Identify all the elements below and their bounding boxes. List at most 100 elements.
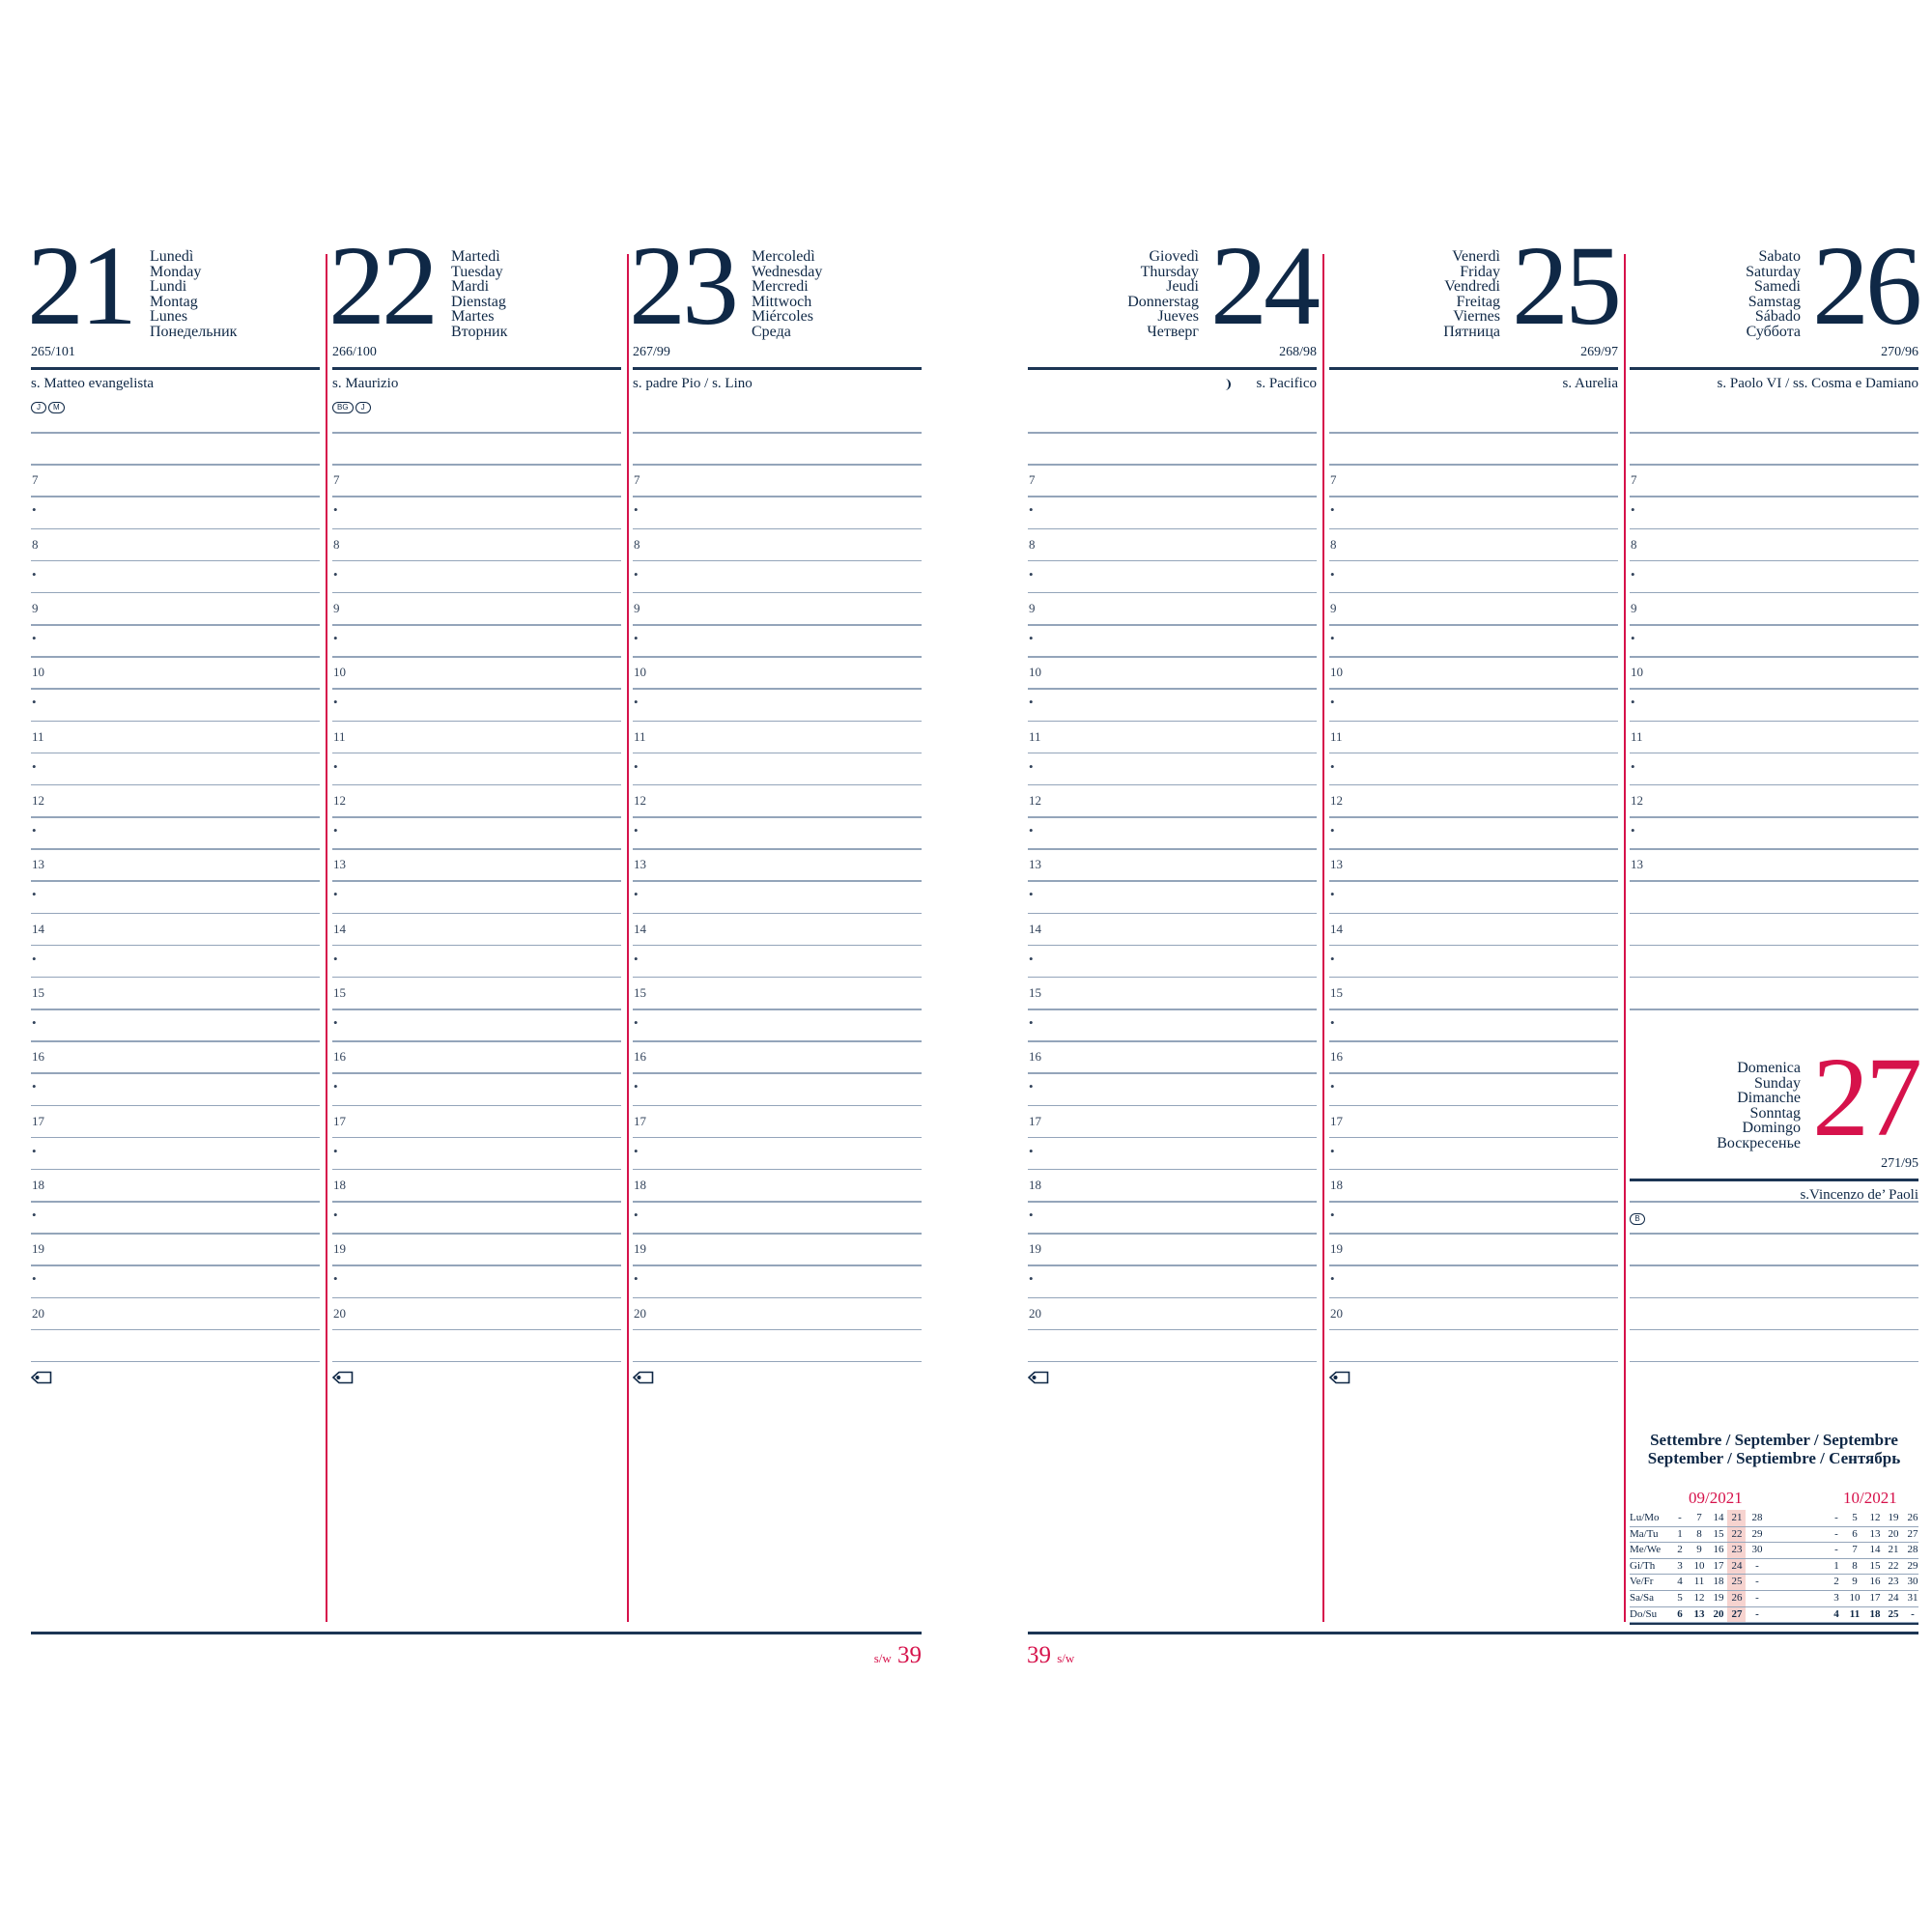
ruled-line[interactable] [31,656,320,658]
ruled-line[interactable] [1630,559,1918,562]
calendar-day[interactable]: - [1755,1559,1759,1572]
calendar-day[interactable]: 28 [1907,1544,1918,1556]
calendar-day[interactable]: 3 [1833,1592,1839,1604]
calendar-day[interactable]: 14 [1713,1512,1724,1523]
ruled-line[interactable] [1028,720,1317,723]
calendar-day[interactable]: 13 [1869,1527,1881,1540]
ruled-line[interactable] [633,1201,922,1203]
calendar-day[interactable]: 25 [1731,1576,1743,1588]
calendar-day[interactable]: - [1755,1592,1759,1604]
ruled-line[interactable] [1329,1136,1618,1139]
calendar-day[interactable]: 22 [1731,1527,1743,1540]
ruled-line[interactable] [1329,752,1618,754]
calendar-day[interactable]: 3 [1677,1559,1683,1572]
ruled-line[interactable] [1329,1233,1618,1235]
ruled-line[interactable] [1630,688,1918,690]
ruled-line[interactable] [332,1233,621,1235]
calendar-day[interactable]: 10 [1849,1592,1861,1604]
ruled-line[interactable] [1630,880,1918,882]
ruled-line[interactable] [633,464,922,466]
ruled-line[interactable] [633,1360,922,1363]
ruled-line[interactable] [1630,432,1918,434]
calendar-day[interactable]: - [1834,1527,1838,1540]
ruled-line[interactable] [332,1201,621,1203]
calendar-day[interactable]: 23 [1888,1576,1899,1588]
ruled-line[interactable] [633,1233,922,1235]
ruled-line[interactable] [1028,1104,1317,1107]
ruled-line[interactable] [1630,976,1918,979]
ruled-line[interactable] [332,1136,621,1139]
ruled-line[interactable] [31,816,320,818]
ruled-line[interactable] [1329,1104,1618,1107]
ruled-line[interactable] [31,976,320,979]
calendar-day[interactable]: 12 [1693,1592,1705,1604]
ruled-line[interactable] [1028,559,1317,562]
ruled-line[interactable] [1630,496,1918,497]
ruled-line[interactable] [31,1296,320,1299]
ruled-line[interactable] [1028,1360,1317,1363]
ruled-line[interactable] [332,783,621,786]
ruled-line[interactable] [633,816,922,818]
calendar-day[interactable]: - [1911,1607,1915,1620]
ruled-line[interactable] [1028,1040,1317,1042]
ruled-line[interactable] [1329,527,1618,529]
ruled-line[interactable] [1329,783,1618,786]
ruled-line[interactable] [31,912,320,915]
ruled-line[interactable] [1028,591,1317,594]
ruled-line[interactable] [1329,1072,1618,1074]
calendar-day[interactable]: 12 [1869,1512,1881,1523]
ruled-line[interactable] [633,1296,922,1299]
calendar-day[interactable]: 29 [1907,1559,1918,1572]
calendar-day[interactable]: 20 [1888,1527,1899,1540]
ruled-line[interactable] [633,944,922,947]
ruled-line[interactable] [1329,1201,1618,1203]
ruled-line[interactable] [633,752,922,754]
ruled-line[interactable] [633,591,922,594]
calendar-day[interactable]: 11 [1849,1607,1861,1620]
calendar-day[interactable]: 17 [1869,1592,1881,1604]
ruled-line[interactable] [633,1009,922,1010]
ruled-line[interactable] [1028,912,1317,915]
ruled-line[interactable] [31,591,320,594]
calendar-day[interactable]: 22 [1888,1559,1899,1572]
ruled-line[interactable] [1028,1296,1317,1299]
calendar-day[interactable]: 16 [1713,1544,1724,1556]
calendar-day[interactable]: 29 [1751,1527,1763,1540]
ruled-line[interactable] [633,1264,922,1266]
calendar-day[interactable]: 5 [1677,1592,1683,1604]
calendar-day[interactable]: 7 [1696,1512,1702,1523]
ruled-line[interactable] [332,1009,621,1010]
calendar-day[interactable]: - [1834,1512,1838,1523]
ruled-line[interactable] [1329,912,1618,915]
calendar-day[interactable]: 30 [1907,1576,1918,1588]
calendar-day[interactable]: 26 [1907,1512,1918,1523]
ruled-line[interactable] [332,752,621,754]
ruled-line[interactable] [633,976,922,979]
ruled-line[interactable] [31,1328,320,1331]
calendar-day[interactable]: 4 [1677,1576,1683,1588]
ruled-line[interactable] [1329,1040,1618,1042]
ruled-line[interactable] [1329,1009,1618,1010]
calendar-day[interactable]: 30 [1751,1544,1763,1556]
calendar-day[interactable]: 14 [1869,1544,1881,1556]
ruled-line[interactable] [633,783,922,786]
ruled-line[interactable] [1630,1233,1918,1235]
ruled-line[interactable] [332,976,621,979]
ruled-line[interactable] [633,656,922,658]
ruled-line[interactable] [1028,496,1317,497]
ruled-line[interactable] [332,944,621,947]
ruled-line[interactable] [332,1296,621,1299]
ruled-line[interactable] [1028,656,1317,658]
ruled-line[interactable] [31,624,320,626]
ruled-line[interactable] [1329,432,1618,434]
ruled-line[interactable] [1028,783,1317,786]
calendar-day[interactable]: - [1834,1544,1838,1556]
ruled-line[interactable] [1630,912,1918,915]
ruled-line[interactable] [1329,1296,1618,1299]
calendar-day[interactable]: 19 [1888,1512,1899,1523]
ruled-line[interactable] [1329,848,1618,850]
ruled-line[interactable] [1028,944,1317,947]
ruled-line[interactable] [1630,944,1918,947]
ruled-line[interactable] [633,1040,922,1042]
ruled-line[interactable] [332,591,621,594]
